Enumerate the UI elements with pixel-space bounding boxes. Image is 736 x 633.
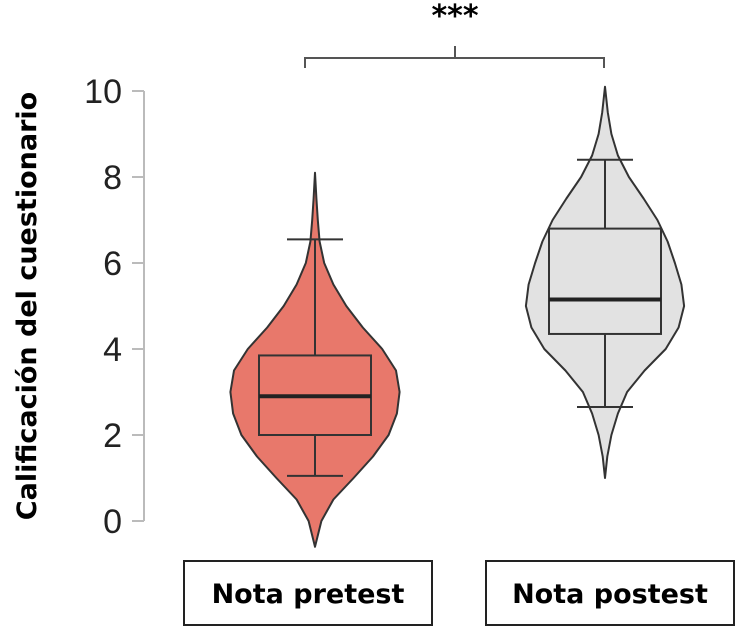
y-axis: 0 2 4 6 8 10 xyxy=(84,73,145,541)
category-label-pretest: Nota pretest xyxy=(183,560,433,626)
category-text-postest: Nota postest xyxy=(512,579,708,610)
bracket-line xyxy=(304,46,605,68)
significance-label: *** xyxy=(431,0,478,34)
category-box-pretest xyxy=(183,560,433,626)
y-tick-label: 8 xyxy=(103,159,122,197)
iqr-box-nota-postest xyxy=(548,227,662,335)
category-label-postest: Nota postest xyxy=(485,560,735,626)
y-axis-label: Calificación del cuestionario xyxy=(12,92,43,520)
category-text-pretest: Nota pretest xyxy=(212,579,405,610)
y-tick-label: 10 xyxy=(84,73,122,111)
significance-bracket: *** xyxy=(304,0,605,68)
y-tick-label: 6 xyxy=(103,245,122,283)
y-tick-label: 4 xyxy=(103,331,122,369)
y-tick-label: 2 xyxy=(103,417,122,455)
y-tick-label: 0 xyxy=(103,503,122,541)
category-box-postest xyxy=(485,560,735,626)
y-ticks: 0 2 4 6 8 10 xyxy=(84,73,144,541)
violins xyxy=(229,85,686,548)
